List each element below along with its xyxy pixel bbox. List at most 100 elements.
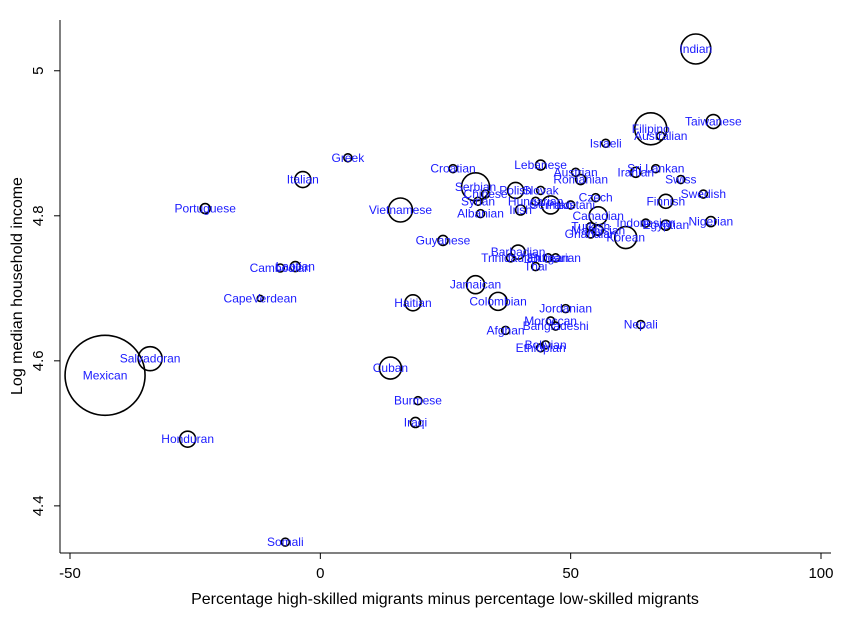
point-label-nigerian: Nigerian [688,215,733,229]
bubble-lebanese [534,159,547,171]
bubble-ethiopian [535,342,546,353]
bubble-ghanaian [585,229,596,239]
bubble-italian [294,170,312,189]
point-label-thai: Thai [524,260,547,274]
bubble-laotian [289,260,302,273]
point-label-czech: Czech [579,191,613,205]
point-label-indonesian: Indonesian [616,216,675,230]
point-label-serbian: Serbian [455,180,496,194]
point-label-malaysian: Malaysian [571,223,625,237]
bubble-romanian [574,173,587,186]
bubble-sri lankan [650,163,661,174]
point-label-burmese: Burmese [394,394,442,408]
point-label-lebanese: Lebanese [514,158,567,172]
bubble-indonesian [640,218,651,228]
x-axis-title: Percentage high-skilled migrants minus p… [191,591,699,608]
bubble-nepali [635,319,646,330]
bubble-polish [506,181,525,200]
bubble-slovak [535,185,546,196]
point-label-canadian: Canadian [573,209,624,223]
point-label-somali: Somali [267,535,304,549]
point-label-haitian: Haitian [394,296,431,310]
bubble-iranian [629,166,642,179]
bubble-indian [680,33,712,65]
bubble-somali [280,537,291,547]
y-tick-label: 5 [30,67,47,75]
bubble-bangladeshi [550,321,561,331]
point-label-cuban: Cuban [373,361,408,375]
bubble-syrian [473,196,483,207]
bubble-haitian [404,294,422,312]
bubble-israeli [600,138,611,149]
bubble-jamaican [465,274,486,295]
point-label-german: German [529,198,572,212]
x-tick-label: -50 [59,565,81,582]
point-label-guyanese: Guyanese [416,233,471,247]
bubble-capeverdean [256,294,265,303]
point-label-italian: Italian [287,173,319,187]
bubble-hungarian [530,196,541,207]
bubble-colombian [488,291,508,312]
bubble-german [540,195,561,215]
point-label-capeverdean: CapeVerdean [224,291,297,305]
x-tick-label: 100 [808,565,833,582]
point-label-moroccan: Moroccan [524,314,577,328]
bubble-chinese [480,189,491,199]
axes [59,20,831,554]
point-label-slovak: Slovak [523,183,560,197]
point-label-syrian: Syrian [461,194,495,208]
bubble-nigerian [705,215,717,228]
bubble-cuban [378,356,403,380]
y-axis-title: Log median household income [9,177,26,395]
point-label-trinidadian: Trinidadian [481,251,540,265]
bubble-cambodian [275,263,286,273]
point-label-honduran: Honduran [161,432,214,446]
point-label-irish: Irish [509,203,532,217]
bubble-honduran [178,430,197,448]
point-label-cambodian: Cambodian [250,261,311,275]
bubble-pakistani [565,200,576,210]
point-label-albanian: Albanian [457,207,504,221]
point-label-laotian: Laotian [276,260,315,274]
point-label-jordanian: Jordanian [539,302,592,316]
point-label-salvadoran: Salvadoran [120,352,181,366]
x-tick-label: 0 [316,565,324,582]
point-label-chinese: Chinese [464,187,508,201]
bubble-vietnamese [387,197,414,223]
point-label-eritrean: Eritrean [527,251,569,265]
bubble-taiwanese [705,113,722,130]
bubble-bolivian [540,340,551,350]
x-ticks: -50 0 50 100 [59,553,834,582]
bubble-albanian [475,208,486,219]
point-label-iraqi: Iraqi [404,415,427,429]
bubble-korean [613,225,638,250]
bubble-salvadoran [137,345,163,372]
point-label-nepali: Nepali [624,318,658,332]
point-label-portuguese: Portuguese [174,202,236,216]
point-label-swiss: Swiss [665,173,696,187]
point-label-egyptian: Egyptian [642,218,689,232]
bubble-jordanian [560,303,571,314]
y-tick-label: 4.8 [30,205,47,226]
bubble-moroccan [545,316,556,326]
y-tick-label: 4.6 [30,350,47,371]
point-label-bolivian: Bolivian [525,338,567,352]
point-label-croatian: Croatian [430,162,475,176]
y-tick-label: 4.4 [30,495,47,516]
point-label-greek: Greek [332,151,366,165]
point-label-vietnamese: Vietnamese [369,203,432,217]
bubble-iraqi [409,416,422,429]
bubbles [64,33,722,547]
point-label-indian: Indian [679,42,712,56]
bubble-trinidadian [505,253,516,263]
point-label-bulgarian: Bulgarian [530,251,581,265]
bubble-serbian [460,171,491,202]
bubble-eritrean [543,253,553,263]
point-label-finnish: Finnish [646,194,685,208]
point-label-turkish: Turkish [571,220,610,234]
bubble-czech [590,192,601,203]
bubble-thai [530,261,541,272]
bubble-burmese [413,395,423,406]
point-label-swedish: Swedish [681,187,726,201]
